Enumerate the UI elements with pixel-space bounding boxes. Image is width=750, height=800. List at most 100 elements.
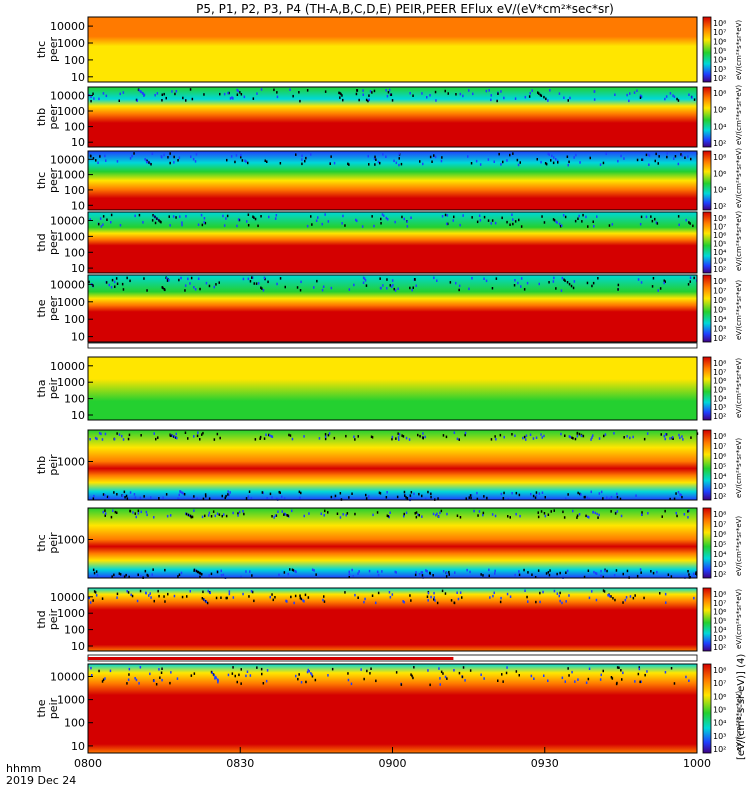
spectrogram-image — [88, 430, 697, 500]
colorbar-tick-label: 10³ — [713, 65, 726, 74]
colorbar — [702, 356, 712, 421]
colorbar-tick-label: 10⁸ — [713, 89, 726, 98]
panel-frame — [87, 587, 698, 652]
y-tick-label: 10000 — [50, 360, 85, 373]
colorbar-tick-label: 10⁴ — [713, 186, 726, 195]
y-axis-label: thcpeer — [35, 37, 60, 63]
noise-speckle — [89, 213, 694, 228]
y-tick-label: 10000 — [50, 671, 85, 684]
panel-frame — [87, 211, 698, 274]
colorbar-tick-label: 10⁴ — [713, 550, 726, 559]
colorbar-tick-label: 10⁷ — [713, 368, 726, 377]
colorbar-tick-label: 10⁶ — [713, 106, 726, 115]
colorbar — [702, 211, 712, 274]
spectrogram-image — [88, 212, 697, 273]
spectrogram-image — [88, 357, 697, 420]
x-tick-label: 1000 — [683, 757, 711, 770]
y-tick-label: 1000 — [57, 169, 85, 182]
data-availability-bar — [88, 657, 454, 660]
x-tick-label: 0900 — [379, 757, 407, 770]
colorbar-sub-label: eV/(cm²*s*sr*eV) — [735, 148, 743, 208]
colorbar-tick-label: 10² — [713, 570, 726, 579]
y-tick-label: 100 — [64, 624, 85, 637]
figure-title: P5, P1, P2, P3, P4 (TH-A,B,C,D,E) PEIR,P… — [196, 2, 614, 16]
colorbar-tick-label: 10⁸ — [713, 666, 726, 675]
x-tick-label: 0830 — [226, 757, 254, 770]
colorbar-tick-label: 10⁸ — [713, 153, 726, 162]
panel-the-peir: 10000 1000 100 10 thepeir 10⁸ 10⁷ 10⁶ 10⁵ 10⁴ 10³ 1… — [35, 663, 743, 754]
panel-thd-peer: 10000 1000 100 10 thdpeer 10⁸10⁷10⁶10⁵10⁴10³1… — [35, 211, 743, 276]
colorbar-tick-label: 10⁵ — [713, 47, 726, 56]
colorbar-tick-label: 10³ — [713, 325, 726, 334]
colorbar-tick-label: 10⁵ — [713, 462, 726, 471]
colorbar-tick-label: 10⁷ — [713, 287, 726, 296]
y-tick-label: 10 — [71, 71, 85, 84]
y-tick-label: 100 — [64, 717, 85, 730]
spectrogram-image — [88, 664, 697, 753]
y-tick-label: 10000 — [50, 89, 85, 102]
colorbar-label: [eV/(cm²-s-sr-eV)] (4) — [736, 654, 747, 760]
colorbar-tick-label: 10⁵ — [713, 540, 726, 549]
colorbar-tick-label: 10⁴ — [713, 315, 726, 324]
colorbar-tick-label: 10⁵ — [713, 617, 726, 626]
panel-thb-peer: 10000 1000 100 10 thbpeer 10⁸ 10⁶ 10⁴ 10² eV/(cm²… — [35, 85, 743, 150]
colorbar-tick-label: 10² — [713, 412, 726, 421]
y-tick-label: 10 — [71, 740, 85, 753]
colorbar — [702, 663, 712, 754]
noise-speckle — [89, 152, 698, 167]
colorbar-tick-label: 10⁸ — [713, 510, 726, 519]
spectrogram-image — [88, 588, 697, 651]
x-tick-label: 0800 — [74, 757, 102, 770]
panel-tha-peir: 10000 1000 100 10 thapeir 10⁸10⁷10⁶10⁵10⁴10³1… — [35, 356, 743, 422]
colorbar — [702, 150, 712, 211]
colorbar — [702, 16, 712, 83]
x-tick-label: 0930 — [531, 757, 559, 770]
colorbar-tick-label: 10⁷ — [713, 442, 726, 451]
colorbar-tick-label: 10⁸ — [713, 19, 726, 28]
spectrogram-image — [88, 151, 697, 210]
colorbar-tick-label: 10⁸ — [713, 214, 726, 223]
y-tick-label: 10000 — [50, 591, 85, 604]
colorbar-sub-label: eV/(cm²*s*sr*eV) — [735, 85, 743, 145]
y-axis-label: thepeir — [35, 697, 60, 719]
colorbar-tick-label: 10⁴ — [713, 625, 726, 634]
y-tick-label: 10 — [71, 199, 85, 212]
colorbar-tick-label: 10⁶ — [713, 377, 726, 386]
noise-speckle — [88, 589, 695, 605]
colorbar-tick-label: 10⁷ — [713, 520, 726, 529]
colorbar-tick-label: 10⁸ — [713, 590, 726, 599]
y-tick-label: 100 — [64, 393, 85, 406]
y-tick-label: 10 — [71, 409, 85, 422]
colorbar-tick-label: 10⁵ — [713, 386, 726, 395]
colorbar-tick-label: 10⁶ — [713, 452, 726, 461]
y-axis-label: thapeir — [35, 377, 60, 399]
colorbar — [702, 507, 712, 579]
y-axis-label: thcpeir — [35, 532, 60, 554]
colorbar-tick-label: 10⁶ — [713, 296, 726, 305]
colorbar-tick-label: 10⁷ — [713, 28, 726, 37]
colorbar-tick-label: 10⁵ — [713, 706, 726, 715]
colorbar — [702, 274, 712, 343]
colorbar-sub-label: eV/(cm²*s*sr*eV) — [735, 358, 743, 418]
y-tick-label: 1000 — [57, 105, 85, 118]
colorbar-sub-label: eV/(cm²*s*sr*eV) — [735, 20, 743, 80]
colorbar-tick-label: 10⁸ — [713, 432, 726, 441]
colorbar — [702, 86, 712, 148]
panel-separator — [87, 342, 698, 349]
colorbar-tick-label: 10⁸ — [713, 277, 726, 286]
y-tick-label: 1000 — [57, 296, 85, 309]
y-axis-label: thcpeer — [35, 168, 60, 194]
colorbar-tick-label: 10³ — [713, 732, 726, 741]
y-tick-label: 1000 — [57, 456, 85, 469]
noise-speckle — [89, 431, 699, 502]
colorbar-tick-label: 10⁶ — [713, 692, 726, 701]
noise-speckle — [90, 666, 690, 687]
y-tick-label: 1000 — [57, 37, 85, 50]
colorbar — [702, 587, 712, 652]
time-axis-label-hhmm: hhmm — [6, 762, 41, 775]
colorbar-tick-label: 10² — [713, 74, 726, 83]
colorbar-tick-label: 10³ — [713, 257, 726, 266]
y-tick-label: 100 — [64, 184, 85, 197]
